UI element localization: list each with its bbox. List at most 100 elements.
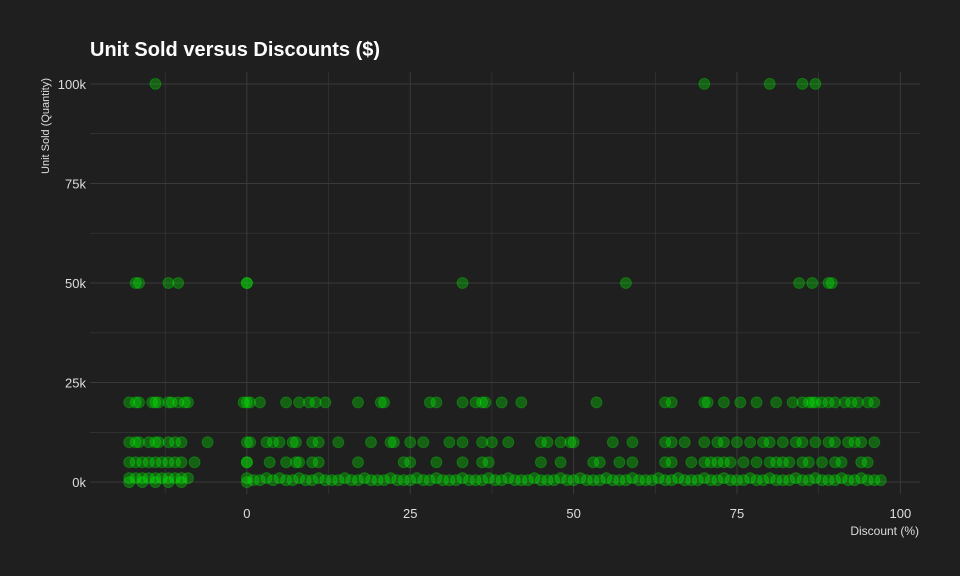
data-point <box>244 436 257 449</box>
data-point <box>606 474 619 487</box>
data-point <box>724 474 737 487</box>
data-point <box>410 472 423 485</box>
data-point <box>691 474 704 487</box>
data-point <box>848 436 861 449</box>
data-point <box>482 456 495 469</box>
data-point <box>659 396 672 409</box>
data-point <box>299 474 312 487</box>
data-point <box>731 474 743 487</box>
data-point <box>123 396 136 409</box>
data-point <box>685 474 698 487</box>
data-point <box>289 436 302 449</box>
data-point <box>476 474 489 487</box>
data-point <box>374 396 387 409</box>
data-point <box>417 436 430 449</box>
data-point <box>253 474 266 487</box>
data-point <box>626 436 639 449</box>
data-point <box>613 474 626 487</box>
data-point <box>244 396 257 409</box>
data-point <box>201 436 214 449</box>
data-point <box>371 474 384 487</box>
data-point <box>521 474 534 487</box>
data-point <box>175 456 188 469</box>
data-point <box>240 456 253 469</box>
data-point <box>587 456 600 469</box>
data-point <box>580 474 593 487</box>
data-point <box>802 456 815 469</box>
data-point <box>365 474 377 487</box>
data-point <box>267 436 279 449</box>
data-point <box>848 474 861 487</box>
data-point <box>319 474 332 487</box>
data-point <box>776 474 789 487</box>
data-point <box>476 436 489 449</box>
data-point <box>162 456 175 469</box>
data-point <box>659 436 672 449</box>
data-point <box>387 436 400 449</box>
data-point <box>829 436 841 449</box>
data-point <box>149 472 162 485</box>
data-point <box>149 456 162 469</box>
data-point <box>829 456 841 469</box>
data-point <box>436 474 449 487</box>
data-point <box>851 396 864 409</box>
data-point <box>737 474 750 487</box>
data-point <box>554 436 567 449</box>
data-point <box>129 396 142 409</box>
data-point <box>704 456 717 469</box>
data-point <box>838 396 851 409</box>
data-point <box>508 474 521 487</box>
data-point <box>678 436 691 449</box>
data-point <box>162 476 175 489</box>
data-point <box>306 456 319 469</box>
data-point <box>698 396 711 409</box>
data-point <box>378 396 391 409</box>
data-point <box>456 456 469 469</box>
y-tick-label: 0k <box>72 475 86 490</box>
data-point <box>247 474 260 487</box>
data-point <box>133 396 145 409</box>
data-point <box>149 436 162 449</box>
data-point <box>793 277 806 289</box>
data-point <box>286 474 299 487</box>
data-point <box>770 396 783 409</box>
data-point <box>417 474 430 487</box>
data-point <box>129 277 142 289</box>
data-point <box>133 436 145 449</box>
data-point <box>567 474 580 487</box>
data-point <box>237 396 250 409</box>
data-point <box>165 396 178 409</box>
x-tick-label: 100 <box>890 506 912 521</box>
data-point <box>423 474 436 487</box>
data-point <box>162 277 175 289</box>
data-point <box>280 396 293 409</box>
data-point <box>358 472 371 485</box>
x-tick-label: 50 <box>566 506 580 521</box>
data-point <box>554 456 567 469</box>
data-point <box>744 436 757 449</box>
data-point <box>835 456 848 469</box>
data-point <box>639 474 652 487</box>
data-point <box>129 472 142 485</box>
data-point <box>861 396 874 409</box>
data-point <box>750 396 763 409</box>
data-point <box>825 277 838 289</box>
data-point <box>515 474 528 487</box>
data-point <box>770 456 783 469</box>
data-point <box>240 436 253 449</box>
data-point <box>123 436 136 449</box>
data-point <box>142 436 155 449</box>
data-point <box>332 474 345 487</box>
data-point <box>711 474 724 487</box>
data-point <box>541 474 554 487</box>
data-point <box>155 472 168 485</box>
data-point <box>868 436 881 449</box>
data-point <box>352 474 364 487</box>
data-point <box>845 396 858 409</box>
data-point <box>306 474 319 487</box>
data-point <box>717 472 730 485</box>
data-point <box>789 436 802 449</box>
data-point <box>149 77 162 90</box>
data-point <box>606 436 619 449</box>
